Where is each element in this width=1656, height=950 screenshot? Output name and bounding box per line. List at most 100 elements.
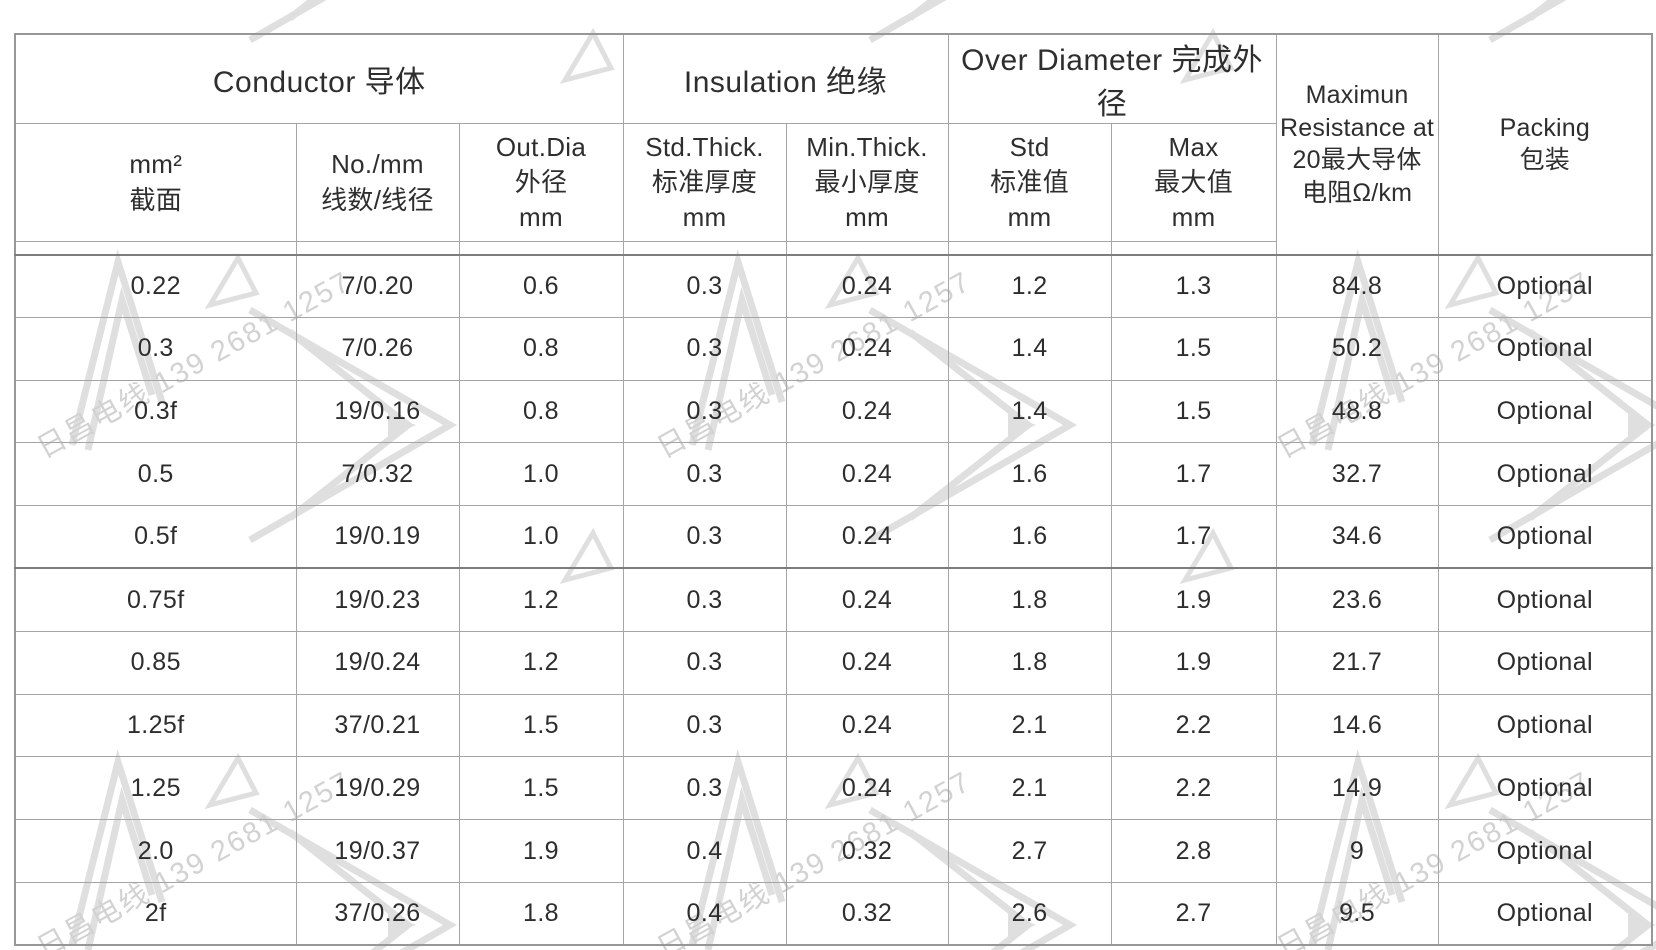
table-cell: 0.24 — [785, 756, 949, 821]
table-cell: 2.6 — [947, 881, 1112, 946]
table-row: 0.85 19/0.24 1.2 0.3 0.24 1.8 1.9 21.7 Optional — [14, 630, 1653, 695]
table-cell: 1.6 — [947, 505, 1112, 570]
table-cell: 0.85 — [14, 630, 297, 695]
group-label: Insulation 绝缘 — [683, 66, 888, 99]
table-cell: 2.2 — [1110, 756, 1277, 821]
table-cell: 1.3 — [1110, 254, 1277, 318]
chevron-right-icon — [287, 0, 319, 21]
table-cell: 0.24 — [785, 379, 949, 444]
header-line: 最小厚度 — [814, 166, 920, 197]
table-cell: 0.3 — [622, 442, 787, 507]
header-max-resistance: Maximun Resistance at 20最大导体 电阻Ω/km — [1275, 33, 1439, 256]
table-cell: 0.4 — [622, 881, 787, 946]
header-line: 标准值 — [990, 166, 1069, 197]
table-cell: 0.3 — [622, 693, 787, 758]
table-cell: Optional — [1437, 630, 1653, 695]
table-cell: 7/0.32 — [295, 442, 460, 507]
header-line: 线数/线径 — [321, 184, 434, 215]
header-line: mm — [845, 202, 889, 233]
header-line: 包装 — [1519, 146, 1571, 175]
header-line: Min.Thick. — [806, 131, 928, 162]
table-cell: 19/0.16 — [295, 379, 460, 444]
header-line: Resistance at — [1280, 113, 1435, 142]
table-cell: 0.75f — [14, 567, 297, 632]
table-cell: 1.5 — [458, 756, 624, 821]
table-cell: 1.2 — [458, 630, 624, 695]
group-header-row: Conductor 导体 Insulation 绝缘 Over Diameter… — [14, 33, 1653, 256]
table-cell: 0.3 — [622, 379, 787, 444]
table-cell: 9.5 — [1275, 881, 1439, 946]
table-cell: 14.6 — [1275, 693, 1439, 758]
table-cell: 0.24 — [785, 567, 949, 632]
table-cell: 0.6 — [458, 254, 624, 318]
sub-header-col-4: Min.Thick. 最小厚度 mm — [785, 123, 949, 242]
table-cell: Optional — [1437, 881, 1653, 946]
header-line: mm — [519, 202, 563, 233]
table-cell: 0.5f — [14, 505, 297, 570]
table-cell: 0.3 — [622, 630, 787, 695]
table-cell: 1.4 — [947, 316, 1112, 381]
table-cell: 19/0.29 — [295, 756, 460, 821]
group-header-insulation: Insulation 绝缘 — [622, 33, 949, 124]
wire-spec-table: Conductor 导体 Insulation 绝缘 Over Diameter… — [14, 33, 1654, 947]
sub-header-col-0: mm² 截面 — [14, 123, 297, 242]
table-cell: Optional — [1437, 316, 1653, 381]
table-cell: 84.8 — [1275, 254, 1439, 318]
table-row: 1.25f 37/0.21 1.5 0.3 0.24 2.1 2.2 14.6 Optional — [14, 693, 1653, 758]
table-cell: 1.9 — [1110, 567, 1277, 632]
table-cell: 0.5 — [14, 442, 297, 507]
table-cell: 0.3 — [622, 505, 787, 570]
table-cell: 0.24 — [785, 505, 949, 570]
table-cell: 0.3 — [622, 316, 787, 381]
table-row: 0.75f 19/0.23 1.2 0.3 0.24 1.8 1.9 23.6 Optional — [14, 567, 1653, 632]
table-cell: 0.8 — [458, 379, 624, 444]
table-cell: 0.8 — [458, 316, 624, 381]
table-cell: 19/0.24 — [295, 630, 460, 695]
table-row: 0.3f 19/0.16 0.8 0.3 0.24 1.4 1.5 48.8 Optional — [14, 379, 1653, 444]
table-cell: 48.8 — [1275, 379, 1439, 444]
header-line: No./mm — [331, 149, 424, 180]
table-cell: 2.1 — [947, 693, 1112, 758]
table-cell: 32.7 — [1275, 442, 1439, 507]
table-cell: 1.5 — [1110, 316, 1277, 381]
header-line: 20最大导体 — [1292, 146, 1422, 175]
table-cell: Optional — [1437, 505, 1653, 570]
chevron-right-icon — [1527, 0, 1559, 21]
table-cell: 0.24 — [785, 630, 949, 695]
header-line: 截面 — [129, 184, 183, 215]
table-cell: 37/0.26 — [295, 881, 460, 946]
sub-header-row: mm² 截面 No./mm 线数/线径 Out.Dia 外径 mm Std.Thick. 标准厚… — [14, 123, 1652, 242]
table-cell: Optional — [1437, 819, 1653, 883]
table-cell: 7/0.26 — [295, 316, 460, 381]
header-line: Out.Dia — [495, 131, 587, 162]
table-cell: 19/0.37 — [295, 819, 460, 883]
table-cell: 1.7 — [1110, 505, 1277, 570]
table-cell: 34.6 — [1275, 505, 1439, 570]
sub-header-col-3: Std.Thick. 标准厚度 mm — [622, 123, 787, 242]
table-cell: 1.25f — [14, 693, 297, 758]
table-cell: 0.24 — [785, 442, 949, 507]
table-cell: 23.6 — [1275, 567, 1439, 632]
table-cell: Optional — [1437, 442, 1653, 507]
table-cell: 2.7 — [947, 819, 1112, 883]
table-cell: 1.8 — [947, 567, 1112, 632]
table-cell: 2.1 — [947, 756, 1112, 821]
table-cell: 1.2 — [947, 254, 1112, 318]
table-cell: 19/0.23 — [295, 567, 460, 632]
table-cell: 1.7 — [1110, 442, 1277, 507]
table-cell: 2f — [14, 881, 297, 946]
header-packing: Packing 包装 — [1437, 33, 1653, 256]
table-cell: 1.8 — [947, 630, 1112, 695]
table-cell: 0.3 — [622, 756, 787, 821]
table-cell: 1.5 — [1110, 379, 1277, 444]
table-cell: 0.24 — [785, 254, 949, 318]
table-cell: Optional — [1437, 756, 1653, 821]
table-row: 0.3 7/0.26 0.8 0.3 0.24 1.4 1.5 50.2 Optional — [14, 316, 1653, 381]
header-line: 最大值 — [1154, 166, 1233, 197]
sub-header-col-1: No./mm 线数/线径 — [295, 123, 460, 242]
header-line: Packing — [1499, 113, 1590, 142]
table-cell: 0.32 — [785, 881, 949, 946]
table-cell: 19/0.19 — [295, 505, 460, 570]
header-line: 外径 — [514, 166, 568, 197]
